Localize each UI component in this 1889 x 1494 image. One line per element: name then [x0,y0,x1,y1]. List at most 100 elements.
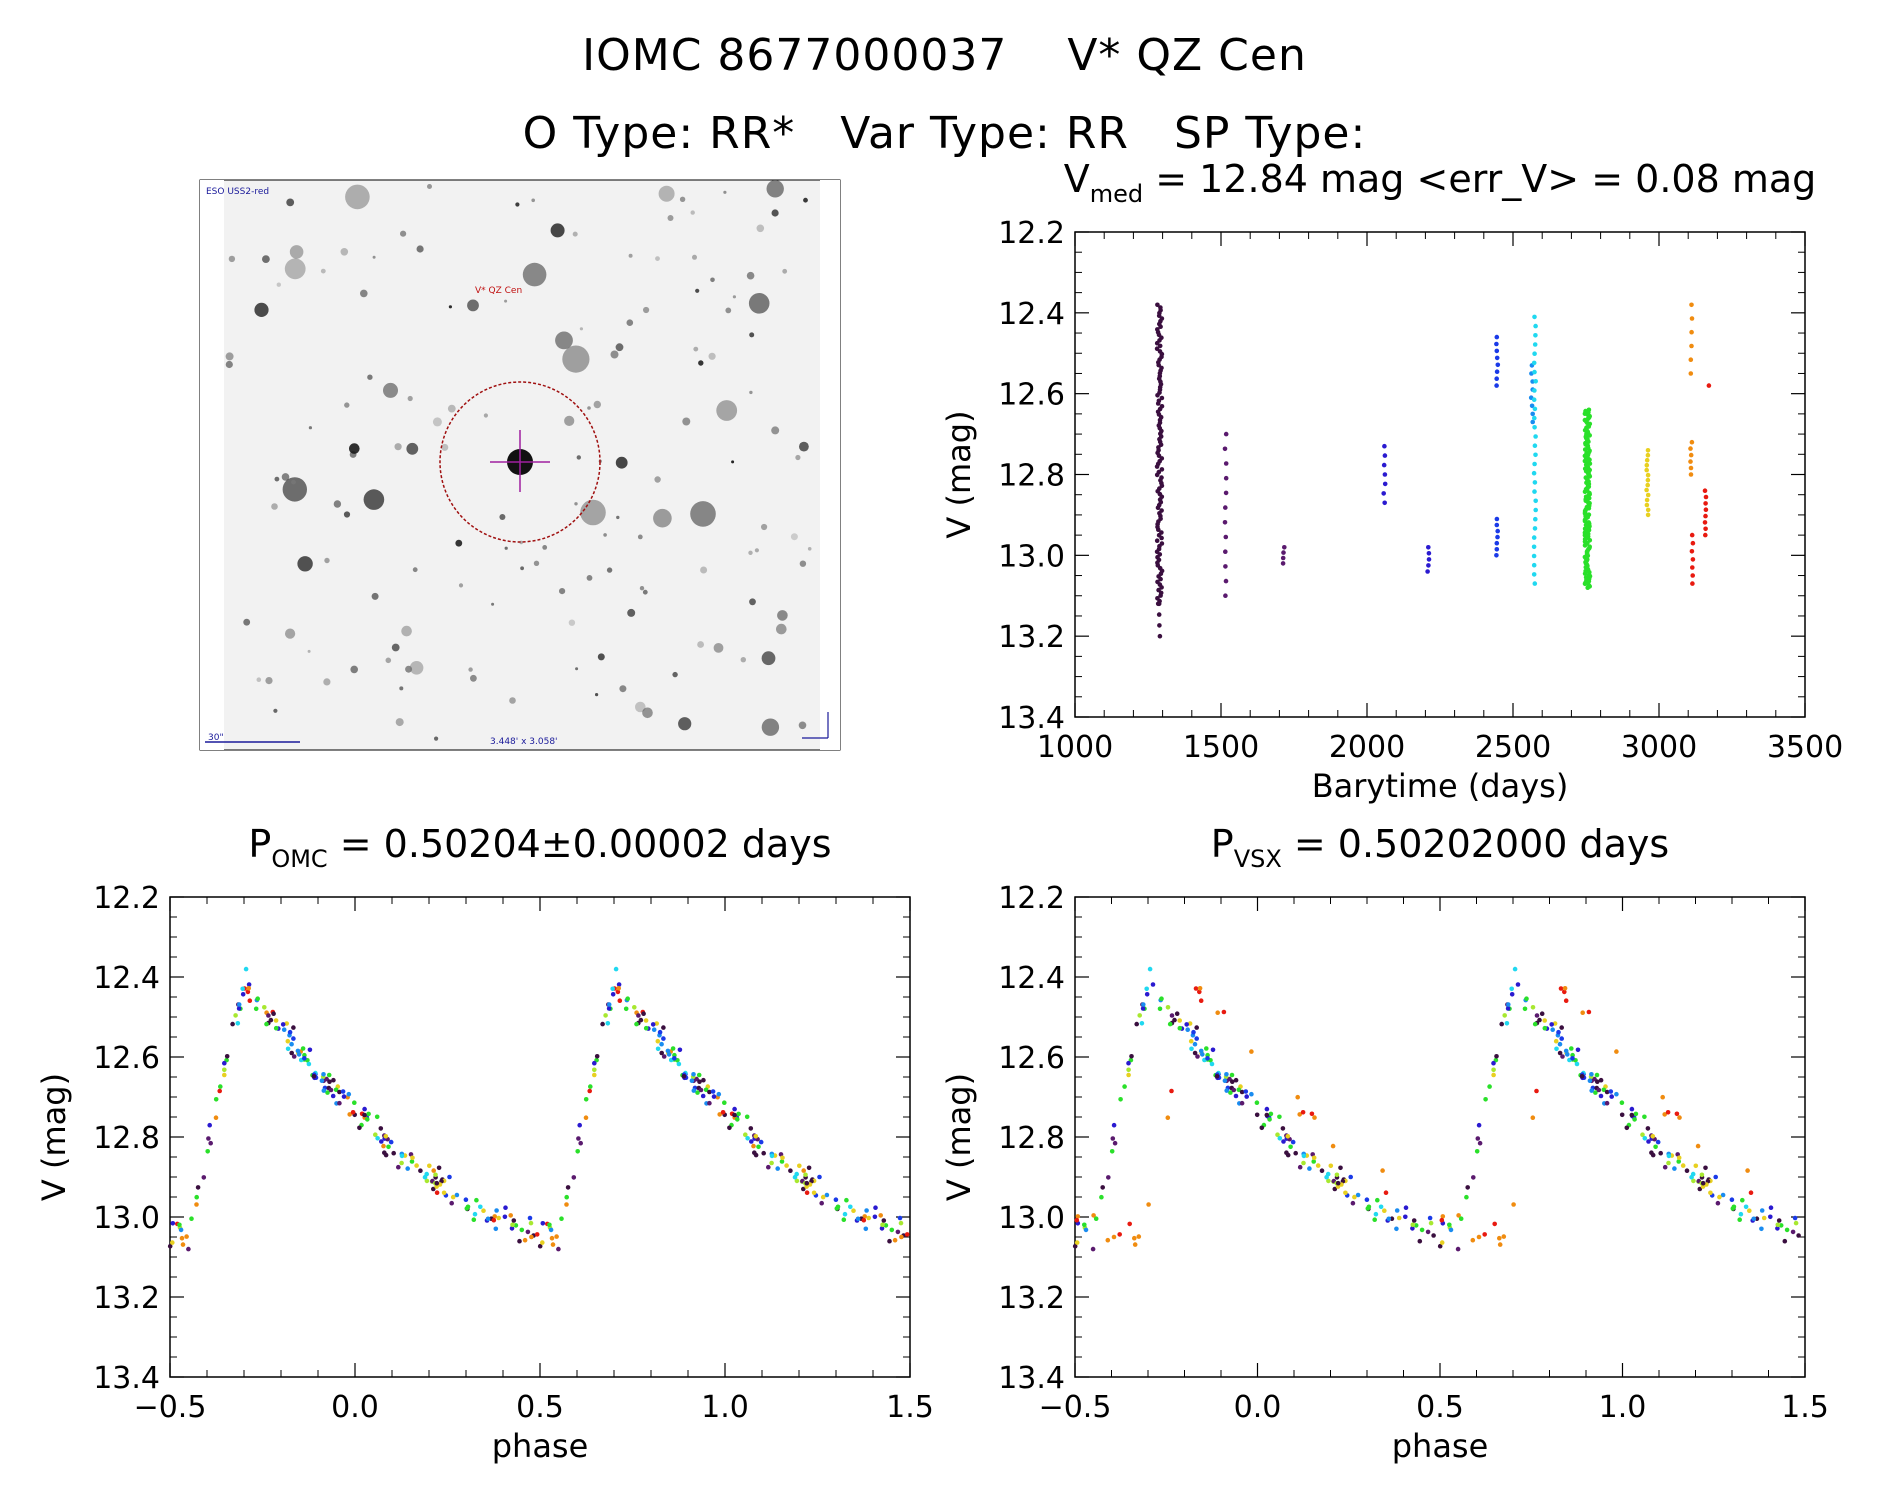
sky-star [698,360,704,366]
phase_vsx-point [1194,1025,1199,1030]
lightcurve-point [1533,333,1538,338]
phase_vsx-point [1249,1091,1254,1097]
phase_vsx-point [1193,986,1199,991]
sky-star [228,255,236,263]
phase_omc-point [696,1072,702,1078]
phase_vsx-point [1778,1223,1784,1228]
lightcurve-xtick-label: 2500 [1475,730,1551,765]
phase_omc-point [306,1061,312,1067]
sky-star [499,514,506,520]
phase_vsx-point [1455,1246,1461,1252]
phase_vsx-point [1672,1166,1677,1171]
phase_omc-point [291,1054,297,1059]
phase_vsx-xtick-label: 1.0 [1599,1390,1647,1425]
phase_omc-point [206,1136,211,1141]
sky-star [371,592,379,600]
phase_vsx-point [1326,1178,1331,1184]
phase_omc-point [295,1048,301,1054]
sky-image-panel: ESO USS2-red V* QZ Cen 30" 3.448' x 3.05… [199,179,841,751]
phase_omc-point [427,1163,432,1169]
lightcurve-point [1159,395,1165,401]
phase_omc-point [381,1143,386,1149]
sky-star [273,708,278,713]
phase_omc-point [414,1163,419,1168]
phase_vsx-point [1324,1174,1329,1180]
phase_vsx-point [1509,992,1515,997]
phase_omc-point [311,1074,317,1079]
phase_omc-point [842,1211,848,1217]
sky-star [574,502,578,506]
phase_vsx-point [1745,1168,1750,1173]
phase_vsx-point [1751,1216,1757,1222]
phase_vsx-point [1456,1213,1461,1218]
phase_omc-point [711,1094,717,1099]
phase_omc-point [889,1227,895,1233]
sky-star [276,282,281,287]
phase_omc-point [677,1047,683,1053]
phase_omc-point [167,1243,173,1249]
lightcurve-point [1382,500,1387,506]
lightcurve-point [1587,433,1592,438]
lightcurve-point [1154,464,1160,469]
lightcurve-point [1531,360,1537,366]
sky-star [748,550,753,555]
phase_vsx-point [1476,1122,1482,1128]
phase_omc-point [615,989,621,995]
phase_omc-point [300,1046,306,1051]
phase_omc-point [379,1139,384,1144]
phase_omc-point [564,1202,569,1207]
lightcurve-point [1532,406,1538,412]
phase_vsx-point [1093,1216,1099,1221]
phase_vsx-point [1660,1094,1665,1100]
sky-star [672,671,678,678]
phase_omc-point [665,1048,671,1054]
lightcurve-point [1706,383,1712,388]
phase_vsx-point [1140,1006,1146,1011]
lightcurve-point [1582,489,1588,495]
phase_vsx-point [1243,1089,1249,1094]
sky-star [350,665,359,674]
phase_vsx-point [1301,1153,1307,1159]
phase_omc-point [399,1160,404,1166]
phase_vsx-point [1122,1084,1127,1089]
phase_vsx-point [1580,1010,1585,1015]
phase_omc-point [769,1160,774,1166]
phase_vsx-point [1106,1175,1111,1180]
phase_vsx-point [1730,1206,1736,1211]
lightcurve-point [1426,563,1431,568]
phase_vsx-point [1230,1079,1235,1084]
phase_vsx-point [1118,1097,1123,1102]
phase_omc-point [326,1072,332,1078]
phase_omc-point [213,1115,219,1120]
phase_omc-point [632,1005,637,1010]
phase_vsx-point [1642,1136,1648,1141]
phase_vsx-point [1465,1185,1470,1190]
lightcurve-point [1585,585,1590,590]
phase_omc-point [454,1192,460,1198]
sky-star [405,665,413,673]
phase_vsx-point [1382,1208,1387,1213]
sky-image-left-margin [200,180,224,750]
phase_vsx-point [1594,1072,1600,1078]
phase_omc-plot-frame [169,896,911,1378]
phase_omc-point [841,1217,847,1222]
sky-star [307,649,311,653]
phase_vsx-point [1090,1246,1096,1252]
sky-star [798,721,807,730]
phase_vsx-point [1192,1041,1198,1047]
phase_omc-point [340,1089,346,1094]
phase_vsx-point [1494,1054,1499,1059]
phase_vsx-point [1593,1090,1598,1095]
lightcurve-point [1495,528,1500,534]
sky-star [593,400,601,409]
phase_omc-point [691,1088,697,1093]
phase_vsx-point [1165,1115,1171,1120]
phase_omc-point [610,992,616,997]
sky-star [690,501,716,527]
phase_vsx-point [1198,998,1204,1003]
phase_vsx-point [1277,1114,1282,1120]
phase_vsx-point [1559,1025,1564,1030]
phase_omc-point [264,1021,269,1027]
sky-star [579,327,584,331]
phase_omc-point [525,1229,531,1235]
